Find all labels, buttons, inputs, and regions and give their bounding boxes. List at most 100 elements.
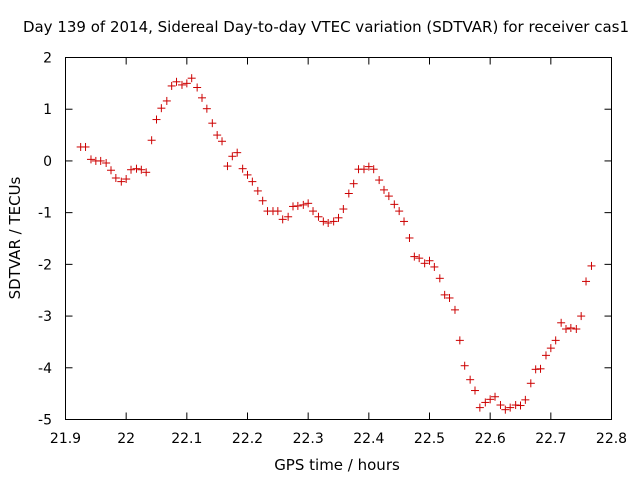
data-point bbox=[81, 142, 90, 151]
x-tick-label: 22.4 bbox=[353, 431, 384, 447]
data-point bbox=[562, 325, 570, 333]
data-point bbox=[243, 170, 252, 179]
x-axis-label: GPS time / hours bbox=[274, 456, 400, 474]
data-point bbox=[491, 392, 500, 401]
data-point bbox=[193, 83, 202, 92]
y-tick-label: -2 bbox=[38, 257, 52, 273]
data-point bbox=[511, 401, 520, 410]
x-tick-label: 22.5 bbox=[414, 431, 445, 447]
data-point bbox=[435, 274, 444, 283]
data-point bbox=[117, 177, 126, 186]
data-point bbox=[147, 136, 156, 145]
data-point bbox=[137, 165, 146, 174]
data-point bbox=[86, 155, 95, 164]
data-point bbox=[390, 200, 399, 209]
data-point bbox=[248, 177, 257, 186]
data-point bbox=[410, 252, 419, 261]
data-point bbox=[253, 186, 262, 195]
data-point bbox=[162, 96, 171, 105]
data-point bbox=[557, 318, 566, 327]
data-point bbox=[167, 81, 176, 90]
data-point bbox=[475, 403, 484, 412]
data-point bbox=[481, 398, 490, 407]
data-point bbox=[506, 403, 515, 412]
y-tick-label: 0 bbox=[43, 154, 52, 170]
data-point bbox=[132, 164, 141, 173]
data-point bbox=[177, 80, 186, 89]
y-axis-label: SDTVAR / TECUs bbox=[6, 176, 24, 299]
data-point bbox=[102, 158, 111, 167]
data-point bbox=[380, 185, 388, 194]
data-point bbox=[309, 207, 318, 216]
data-point bbox=[501, 405, 510, 414]
data-point bbox=[440, 290, 449, 299]
data-point bbox=[405, 233, 414, 242]
data-point bbox=[182, 79, 191, 88]
data-point bbox=[582, 277, 591, 286]
x-tick-label: 22.7 bbox=[535, 431, 566, 447]
data-point bbox=[96, 156, 105, 165]
data-point bbox=[471, 386, 479, 395]
data-point bbox=[107, 166, 115, 175]
data-point bbox=[526, 379, 535, 388]
data-point bbox=[369, 165, 378, 174]
data-point bbox=[349, 179, 358, 188]
data-point bbox=[415, 254, 424, 263]
data-point bbox=[111, 173, 120, 182]
data-point bbox=[339, 205, 348, 214]
data-point bbox=[208, 119, 217, 128]
data-point bbox=[577, 312, 586, 321]
data-point bbox=[273, 207, 282, 216]
y-tick-label: 2 bbox=[43, 51, 52, 67]
data-point bbox=[157, 104, 166, 113]
data-point bbox=[496, 401, 505, 410]
data-point bbox=[455, 336, 464, 345]
data-point bbox=[359, 165, 368, 174]
plot-area-border bbox=[65, 57, 612, 420]
data-point bbox=[395, 207, 404, 216]
x-tick-label: 22.1 bbox=[171, 431, 202, 447]
data-point bbox=[531, 365, 540, 374]
x-axis-ticks: 21.9 22 22.1 22.2 22.3 22.4 22.5 22.6 22.7 22.8 bbox=[50, 57, 627, 447]
chart-title: Day 139 of 2014, Sidereal Day-to-day VTE… bbox=[23, 18, 629, 36]
y-tick-label: -5 bbox=[38, 413, 52, 429]
y-tick-label: 1 bbox=[43, 102, 52, 118]
x-tick-label: 22.2 bbox=[232, 431, 263, 447]
y-axis-ticks: 2 1 0 -1 -2 -3 -4 -5 bbox=[38, 51, 612, 429]
data-point bbox=[319, 217, 328, 226]
data-point bbox=[289, 202, 297, 211]
data-point bbox=[278, 215, 287, 224]
data-point bbox=[425, 256, 434, 265]
x-tick-label: 22 bbox=[117, 431, 135, 447]
data-point bbox=[198, 93, 206, 102]
y-tick-label: -3 bbox=[38, 309, 52, 325]
data-point bbox=[258, 196, 267, 205]
data-point bbox=[460, 361, 469, 370]
data-point bbox=[486, 395, 495, 404]
data-point bbox=[541, 351, 550, 360]
data-points bbox=[76, 74, 596, 414]
y-tick-label: -1 bbox=[38, 206, 52, 222]
data-point bbox=[516, 401, 525, 410]
data-point bbox=[572, 325, 581, 333]
data-point bbox=[400, 217, 409, 226]
data-point bbox=[122, 175, 131, 184]
x-tick-label: 22.8 bbox=[596, 431, 627, 447]
data-point bbox=[187, 74, 196, 83]
data-point bbox=[546, 344, 555, 353]
x-tick-label: 21.9 bbox=[50, 431, 81, 447]
data-point bbox=[304, 199, 313, 208]
data-point bbox=[375, 176, 384, 185]
data-point bbox=[551, 336, 560, 345]
data-point bbox=[127, 165, 136, 174]
data-point bbox=[172, 77, 181, 86]
data-point bbox=[420, 259, 429, 268]
data-point bbox=[521, 395, 530, 404]
data-point bbox=[536, 364, 545, 373]
y-tick-label: -4 bbox=[38, 361, 52, 377]
data-point bbox=[218, 137, 227, 146]
data-point bbox=[299, 200, 308, 209]
